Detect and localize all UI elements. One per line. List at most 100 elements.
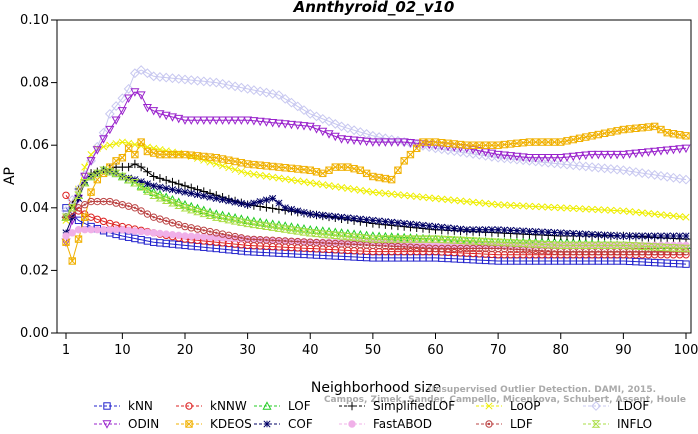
data-point (112, 140, 120, 148)
legend-label: kNNW (210, 399, 247, 413)
data-point (507, 226, 515, 234)
data-point (537, 240, 547, 249)
legend-marker (102, 420, 112, 429)
data-point (644, 232, 652, 240)
plot-frame (56, 19, 692, 334)
data-point (317, 114, 328, 124)
data-point (137, 207, 145, 215)
data-point (519, 227, 527, 235)
data-point (324, 130, 334, 139)
data-point (244, 169, 252, 177)
data-point (682, 260, 690, 268)
data-point (243, 116, 253, 125)
data-point (493, 150, 503, 160)
data-point (287, 164, 296, 173)
data-point (425, 194, 433, 202)
data-point (306, 210, 314, 218)
data-point (475, 199, 483, 207)
data-point (299, 105, 309, 116)
data-point (682, 213, 690, 221)
data-point (162, 184, 170, 192)
data-point (380, 138, 390, 147)
data-point (637, 168, 648, 178)
data-point (268, 204, 277, 213)
legend-label: FastABOD (373, 417, 432, 431)
y-axis-label: AP (2, 167, 18, 185)
data-point (200, 192, 208, 200)
data-point (681, 174, 691, 185)
data-point (425, 222, 433, 230)
data-point (161, 72, 172, 83)
data-point (112, 226, 120, 234)
data-point (413, 221, 421, 229)
data-point (118, 200, 127, 209)
data-point (242, 83, 253, 94)
data-point (219, 162, 227, 170)
legend-marker (485, 402, 493, 410)
data-point (637, 149, 647, 158)
data-point (237, 167, 245, 176)
legend-item-odin: ODIN (94, 417, 159, 431)
data-point (482, 199, 490, 207)
data-point (81, 200, 89, 209)
data-point (174, 179, 183, 189)
data-point (375, 217, 383, 225)
data-point (601, 231, 609, 239)
data-point (412, 139, 422, 149)
data-point (518, 155, 529, 166)
data-point (381, 218, 389, 226)
x-tick-label: 10 (114, 343, 131, 358)
data-point (124, 94, 134, 104)
data-point (124, 144, 133, 153)
data-point (74, 235, 83, 243)
data-point (280, 120, 290, 129)
data-point (419, 193, 427, 201)
data-point (143, 147, 152, 156)
data-point (111, 116, 121, 125)
data-point (294, 207, 302, 215)
data-point (381, 189, 389, 197)
data-point (117, 172, 127, 181)
data-point (236, 82, 247, 93)
data-point (174, 201, 184, 209)
data-point (205, 211, 215, 220)
data-point (325, 212, 333, 220)
data-point (130, 159, 140, 169)
data-point (363, 187, 371, 195)
data-point (106, 226, 114, 234)
data-point (156, 215, 164, 223)
series-loop (62, 138, 690, 224)
data-point (330, 119, 341, 129)
data-point (218, 116, 228, 125)
data-point (462, 236, 472, 245)
data-point (124, 175, 134, 184)
data-point (87, 188, 95, 196)
data-point (305, 229, 315, 237)
data-point (156, 183, 164, 191)
data-point (419, 221, 427, 229)
data-point (676, 232, 684, 240)
data-point (249, 117, 259, 126)
data-point (193, 191, 202, 199)
data-point (131, 227, 139, 235)
data-point (568, 241, 578, 250)
data-point (143, 167, 152, 177)
data-point (544, 203, 552, 211)
data-point (593, 150, 603, 160)
data-point (280, 225, 290, 233)
data-point (231, 166, 239, 174)
data-point (405, 138, 415, 148)
data-point (299, 228, 309, 236)
data-point (513, 227, 521, 235)
data-point (630, 167, 641, 178)
data-point (150, 182, 158, 190)
legend-label: INFLO (617, 417, 652, 431)
data-point (256, 171, 264, 179)
data-point (200, 156, 208, 164)
data-point (543, 241, 553, 249)
data-point (601, 206, 609, 214)
data-point (330, 132, 340, 142)
data-point (243, 219, 253, 228)
data-point (294, 177, 302, 185)
data-point (469, 226, 477, 234)
